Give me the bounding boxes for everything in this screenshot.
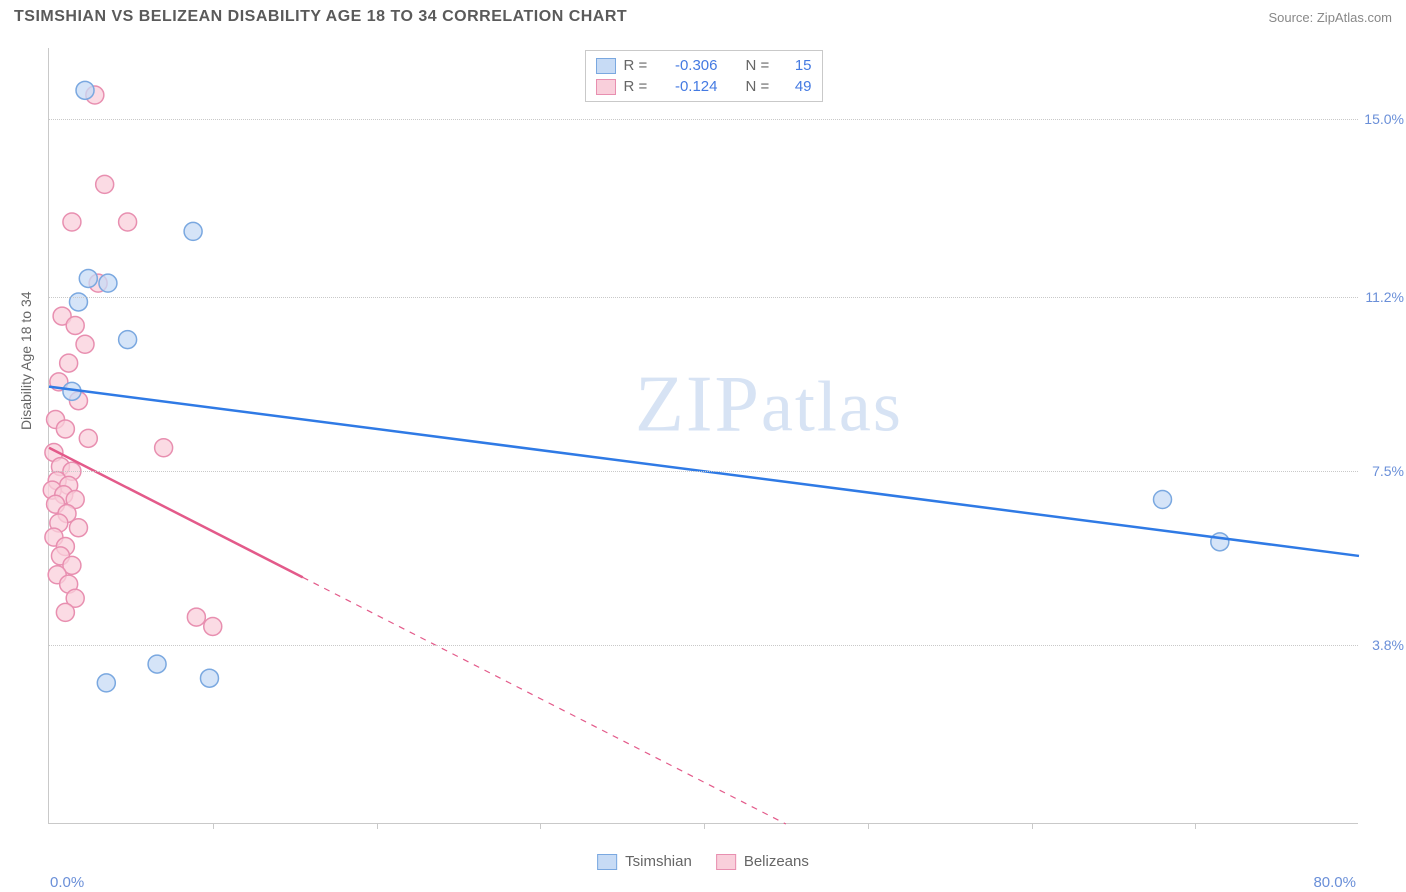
scatter-point <box>119 331 137 349</box>
scatter-point <box>97 674 115 692</box>
legend-swatch <box>596 79 616 95</box>
legend-n-label: N = <box>746 57 774 74</box>
scatter-point <box>1211 533 1229 551</box>
legend-swatch <box>716 854 736 870</box>
x-tick <box>1195 823 1196 829</box>
x-tick <box>377 823 378 829</box>
scatter-point <box>76 81 94 99</box>
scatter-point <box>148 655 166 673</box>
y-tick-label: 7.5% <box>1372 463 1404 479</box>
correlation-legend: R = -0.306 N = 15 R = -0.124 N = 49 <box>585 50 823 102</box>
series-legend: Tsimshian Belizeans <box>597 853 809 870</box>
scatter-point <box>69 293 87 311</box>
x-tick <box>1032 823 1033 829</box>
gridline-h <box>49 471 1358 472</box>
legend-r-value: -0.124 <box>660 78 718 95</box>
legend-row: R = -0.306 N = 15 <box>596 55 812 76</box>
y-axis-title: Disability Age 18 to 34 <box>18 291 34 430</box>
legend-r-label: R = <box>624 78 652 95</box>
plot-svg <box>49 48 1358 823</box>
scatter-point <box>204 617 222 635</box>
scatter-point <box>66 316 84 334</box>
trend-line-solid <box>49 448 303 578</box>
x-axis-max: 80.0% <box>1313 874 1356 891</box>
y-tick-label: 15.0% <box>1364 111 1404 127</box>
gridline-h <box>49 297 1358 298</box>
scatter-point <box>96 175 114 193</box>
legend-r-value: -0.306 <box>660 57 718 74</box>
y-tick-label: 3.8% <box>1372 637 1404 653</box>
header: TSIMSHIAN VS BELIZEAN DISABILITY AGE 18 … <box>0 0 1406 30</box>
scatter-point <box>184 222 202 240</box>
series-legend-item: Belizeans <box>716 853 809 870</box>
scatter-point <box>79 429 97 447</box>
scatter-point <box>56 603 74 621</box>
chart-plot-area: ZIPatlas R =-0.306N =15R =-0.124N =49 3.… <box>48 48 1358 824</box>
series-legend-label: Tsimshian <box>625 853 692 870</box>
scatter-point <box>79 269 97 287</box>
x-tick <box>868 823 869 829</box>
x-axis-min: 0.0% <box>50 874 84 891</box>
gridline-h <box>49 645 1358 646</box>
x-tick <box>704 823 705 829</box>
legend-row: R = -0.124 N = 49 <box>596 76 812 97</box>
chart-title: TSIMSHIAN VS BELIZEAN DISABILITY AGE 18 … <box>14 8 627 26</box>
scatter-point <box>155 439 173 457</box>
legend-swatch <box>596 58 616 74</box>
scatter-point <box>56 420 74 438</box>
legend-swatch <box>597 854 617 870</box>
scatter-point <box>1154 490 1172 508</box>
series-legend-label: Belizeans <box>744 853 809 870</box>
series-legend-item: Tsimshian <box>597 853 692 870</box>
legend-n-label: N = <box>746 78 774 95</box>
scatter-point <box>76 335 94 353</box>
scatter-point <box>63 213 81 231</box>
legend-n-value: 15 <box>782 57 812 74</box>
x-tick <box>540 823 541 829</box>
y-tick-label: 11.2% <box>1365 289 1404 305</box>
trend-line-dashed <box>303 577 786 824</box>
legend-n-value: 49 <box>782 78 812 95</box>
source-label: Source: ZipAtlas.com <box>1268 10 1392 25</box>
scatter-point <box>99 274 117 292</box>
legend-r-label: R = <box>624 57 652 74</box>
scatter-point <box>187 608 205 626</box>
scatter-point <box>119 213 137 231</box>
scatter-point <box>60 354 78 372</box>
gridline-h <box>49 119 1358 120</box>
x-tick <box>213 823 214 829</box>
scatter-point <box>200 669 218 687</box>
scatter-point <box>69 519 87 537</box>
